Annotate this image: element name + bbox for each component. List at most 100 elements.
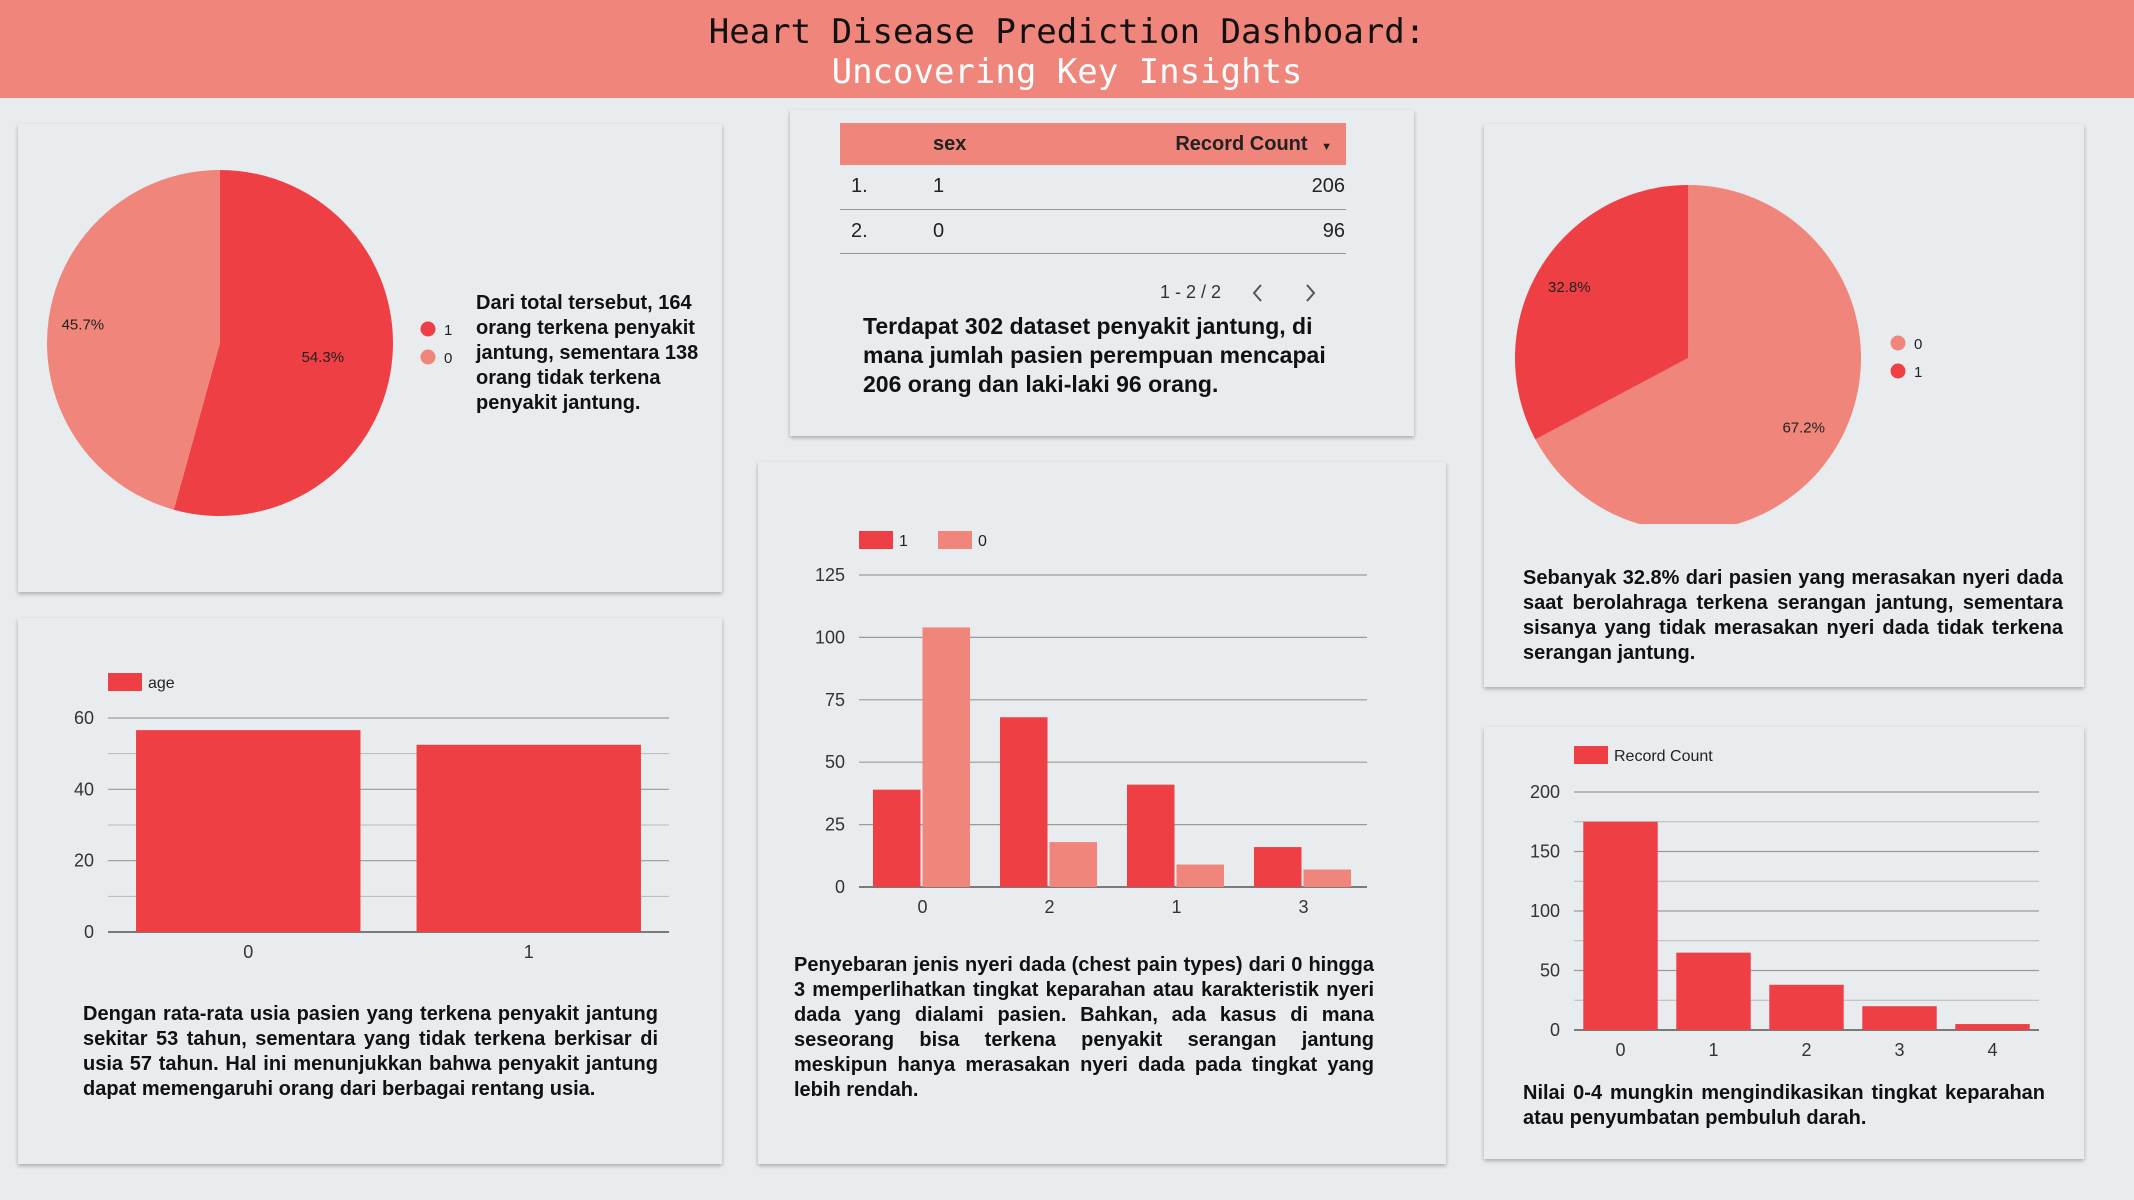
age-bar-chart[interactable]: 0 20 40 60 age 0 1 [18,618,722,988]
age-summary-text: Dengan rata-rata usia pasien yang terken… [83,1003,658,1100]
table-row: 2. 0 96 [840,209,1346,253]
pagination-label: 1 - 2 / 2 [1160,282,1222,302]
legend-swatch [859,531,893,549]
pie-slice-label-1: 32.8% [1548,279,1591,296]
legend-label-1: 1 [444,322,452,339]
card-exang-pie: 67.2% 32.8% 0 1 Sebanyak 32.8% dari pasie… [1484,124,2084,687]
y-tick-label: 0 [84,922,94,942]
sex-record-table: sex Record Count ▼ 1. 1 206 2. 0 96 [840,123,1346,254]
y-tick-label: 50 [825,752,845,772]
exang-pie-chart[interactable]: 67.2% 32.8% 0 1 [1484,124,2084,524]
legend-label: 1 [899,533,908,550]
bar-1-3[interactable] [1253,847,1302,887]
y-tick-label: 100 [1530,901,1560,921]
table-header-row: sex Record Count ▼ [840,123,1346,165]
pie-slice-0[interactable] [47,170,220,510]
y-tick-label: 100 [815,627,845,647]
y-tick-label: 200 [1530,782,1560,802]
vessels-summary-text: Nilai 0-4 mungkin mengindikasikan tingka… [1523,1082,2045,1129]
card-chest-pain-bar: 0 25 50 75 100 125 1 0 0 2 1 3 Penyebaran jenis nye… [758,462,1446,1164]
pie-slice-label-0: 45.7% [62,316,105,333]
card-sex-table: sex Record Count ▼ 1. 1 206 2. 0 96 1 - … [790,110,1414,436]
card-age-bar: 0 20 40 60 age 0 1 Dengan rata-rata usia pasie… [18,618,722,1164]
x-tick-label: 0 [243,942,253,962]
vessels-bar-chart[interactable]: 0 50 100 150 200 Record Count 0 1 2 3 4 [1484,727,2084,1067]
legend-label-1: 1 [1914,364,1922,381]
table-row-index: 2. [851,219,868,242]
pie-slice-label-1: 54.3% [302,349,345,366]
y-tick-label: 0 [835,877,845,897]
pie-slice-1[interactable] [1515,185,1688,440]
y-tick-label: 150 [1530,842,1560,862]
legend-label: Record Count [1614,748,1713,765]
bar-Record Count-1[interactable] [1676,952,1751,1030]
next-page-button[interactable] [1303,283,1317,303]
legend-dot-1 [420,321,436,337]
bar-Record Count-4[interactable] [1955,1024,2030,1030]
table-summary-text: Terdapat 302 dataset penyakit jantung, d… [863,313,1326,397]
dashboard-header: Heart Disease Prediction Dashboard: Unco… [0,0,2134,98]
bar-Record Count-2[interactable] [1769,984,1844,1030]
bar-age-1[interactable] [416,744,641,932]
x-tick-label: 1 [524,942,534,962]
y-tick-label: 50 [1540,961,1560,981]
pie-slice-0[interactable] [1535,185,1861,524]
table-cell-count: 206 [1311,175,1345,198]
dashboard-subtitle: Uncovering Key Insights [831,52,1303,92]
y-tick-label: 25 [825,815,845,835]
table-header-sex[interactable]: sex [933,132,967,155]
legend-dot-0 [420,349,436,365]
bar-0-2[interactable] [1049,842,1098,887]
dashboard-title: Heart Disease Prediction Dashboard: [708,12,1426,52]
pie-slice-1[interactable] [173,170,394,516]
chevron-right-icon [1306,283,1316,302]
legend-label-0: 0 [1914,336,1922,353]
x-tick-label: 1 [1171,897,1181,917]
table-row: 1. 1 206 [840,165,1346,209]
chest-pain-summary-text: Penyebaran jenis nyeri dada (chest pain … [794,954,1374,1101]
y-tick-label: 40 [74,779,94,799]
bar-0-0[interactable] [922,627,971,887]
x-tick-label: 0 [1615,1040,1625,1060]
x-tick-label: 4 [1987,1040,1997,1060]
legend-dot-0 [1890,335,1906,351]
x-tick-label: 2 [1801,1040,1811,1060]
exang-summary-text: Sebanyak 32.8% dari pasien yang merasaka… [1523,567,2063,664]
y-tick-label: 125 [815,565,845,585]
table-header-record-count[interactable]: Record Count ▼ [1003,123,1346,165]
pie-slice-label-0: 67.2% [1782,419,1825,436]
x-tick-label: 1 [1708,1040,1718,1060]
y-tick-label: 60 [74,708,94,728]
sort-desc-icon: ▼ [1321,140,1332,153]
legend-dot-1 [1890,363,1906,379]
bar-0-1[interactable] [1176,864,1225,887]
table-pagination: 1 - 2 / 2 [1160,282,1317,303]
legend-swatch [1574,746,1608,764]
x-tick-label: 2 [1044,897,1054,917]
legend-swatch [108,673,142,691]
bar-1-2[interactable] [999,717,1048,887]
bar-Record Count-3[interactable] [1862,1006,1937,1030]
x-tick-label: 3 [1298,897,1308,917]
x-tick-label: 3 [1894,1040,1904,1060]
table-cell-sex: 0 [933,219,945,242]
target-summary-text: Dari total tersebut, 164 orang terkena p… [476,292,699,414]
bar-Record Count-0[interactable] [1583,821,1658,1030]
legend-label: 0 [978,533,987,550]
bar-0-3[interactable] [1303,869,1352,887]
target-pie-chart[interactable]: 54.3% 45.7% 1 0 [18,124,722,592]
prev-page-button[interactable] [1251,283,1265,303]
y-tick-label: 20 [74,851,94,871]
y-tick-label: 75 [825,690,845,710]
chevron-left-icon [1252,283,1262,302]
card-target-pie: 54.3% 45.7% 1 0 Dari total tersebut, 164 … [18,124,722,592]
bar-1-1[interactable] [1126,784,1175,887]
bar-1-0[interactable] [872,789,921,887]
table-header-record-count-label: Record Count [1175,132,1308,155]
table-cell-sex: 1 [933,175,945,198]
legend-label: age [148,675,175,692]
card-vessels-bar: 0 50 100 150 200 Record Count 0 1 2 3 4 Nilai 0-4 … [1484,727,2084,1159]
bar-age-0[interactable] [136,730,361,932]
y-tick-label: 0 [1550,1020,1560,1040]
